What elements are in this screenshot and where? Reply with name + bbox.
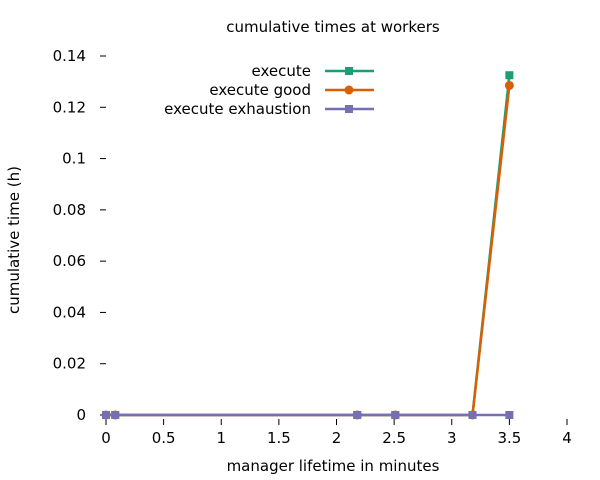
data-point	[102, 411, 110, 419]
data-point	[505, 411, 514, 419]
legend-label: execute good	[209, 81, 311, 99]
legend-marker	[345, 67, 353, 75]
x-axis-label: manager lifetime in minutes	[227, 457, 440, 475]
legend-marker	[344, 85, 354, 95]
axes: 0 0.02 0.04 0.06 0.08 0.1 0.12 0.14 0 0.5 1 1.5 2 2.5…	[53, 47, 572, 447]
y-tick-label: 0.08	[53, 201, 86, 219]
x-tick-label: 4	[562, 429, 572, 447]
x-tick-label: 3.5	[497, 429, 521, 447]
x-tick-label: 1	[216, 429, 226, 447]
x-tick-label: 3	[447, 429, 457, 447]
legend-label: execute	[252, 62, 311, 80]
y-axis-label: cumulative time (h)	[5, 166, 23, 314]
data-point	[505, 71, 514, 80]
x-tick-label: 1.5	[267, 429, 291, 447]
y-tick-label: 0.06	[53, 252, 86, 270]
series-1	[101, 80, 514, 420]
series-0	[102, 71, 514, 419]
series-2	[102, 411, 514, 419]
data-point	[504, 80, 514, 90]
y-tick-label: 0.1	[62, 150, 86, 168]
y-tick-label: 0	[76, 406, 86, 424]
series-line	[106, 75, 511, 417]
x-tick-label: 2.5	[382, 429, 406, 447]
data-point	[111, 411, 120, 419]
data-point	[391, 411, 400, 419]
y-tick-label: 0.02	[53, 355, 86, 373]
x-tick-label: 0	[101, 429, 111, 447]
data-point	[353, 411, 362, 419]
chart-title: cumulative times at workers	[226, 18, 440, 36]
legend-label: execute exhaustion	[164, 100, 311, 118]
y-tick-label: 0.12	[53, 98, 86, 116]
series-lines	[101, 71, 514, 420]
y-tick-label: 0.04	[53, 303, 86, 321]
y-tick-label: 0.14	[53, 47, 86, 65]
legend-marker	[345, 105, 353, 113]
x-tick-label: 0.5	[152, 429, 176, 447]
data-point	[468, 411, 477, 419]
x-tick-label: 2	[332, 429, 342, 447]
series-line	[106, 85, 511, 417]
